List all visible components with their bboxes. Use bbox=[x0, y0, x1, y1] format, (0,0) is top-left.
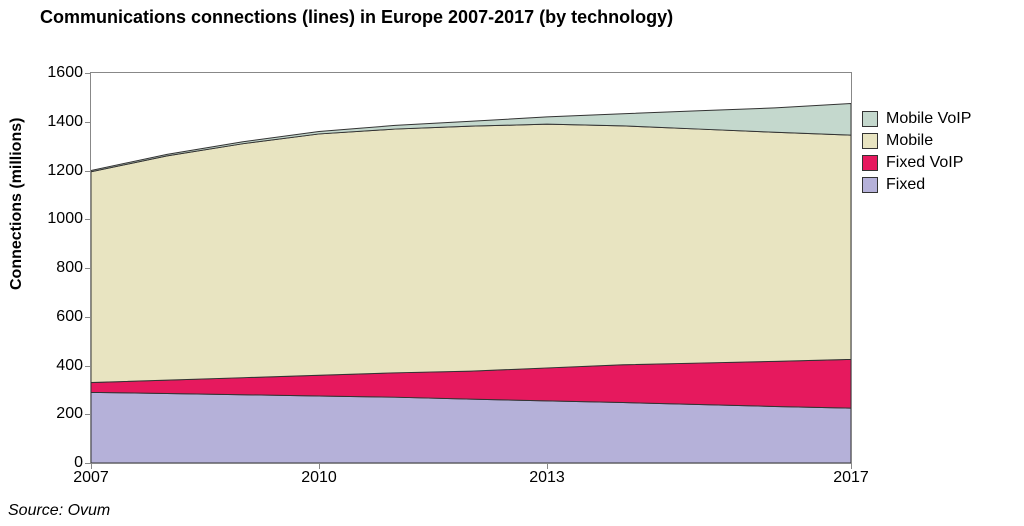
legend-item: Mobile VoIP bbox=[862, 110, 971, 128]
y-tick-label: 600 bbox=[56, 308, 83, 326]
chart-container: Communications connections (lines) in Eu… bbox=[0, 0, 1024, 526]
y-tick-mark bbox=[85, 171, 91, 172]
legend-label: Mobile bbox=[886, 132, 933, 150]
y-tick-label: 1000 bbox=[47, 210, 83, 228]
plot-area: 0200400600800100012001400160020072010201… bbox=[90, 72, 852, 464]
y-tick-label: 400 bbox=[56, 357, 83, 375]
y-tick-label: 1600 bbox=[47, 64, 83, 82]
legend-label: Fixed bbox=[886, 176, 925, 194]
x-tick-mark bbox=[547, 463, 548, 469]
y-axis-label: Connections (millions) bbox=[8, 118, 26, 290]
chart-title: Communications connections (lines) in Eu… bbox=[40, 6, 740, 29]
source-text: Source: Ovum bbox=[8, 502, 110, 520]
legend: Mobile VoIP Mobile Fixed VoIP Fixed bbox=[862, 110, 971, 198]
y-tick-mark bbox=[85, 219, 91, 220]
x-tick-label: 2017 bbox=[833, 469, 869, 487]
legend-label: Fixed VoIP bbox=[886, 154, 963, 172]
stacked-area-svg bbox=[91, 73, 851, 463]
legend-swatch bbox=[862, 177, 878, 193]
y-tick-mark bbox=[85, 317, 91, 318]
legend-item: Mobile bbox=[862, 132, 971, 150]
legend-swatch bbox=[862, 155, 878, 171]
legend-swatch bbox=[862, 133, 878, 149]
y-tick-mark bbox=[85, 122, 91, 123]
y-tick-mark bbox=[85, 414, 91, 415]
y-tick-label: 1400 bbox=[47, 113, 83, 131]
x-tick-mark bbox=[851, 463, 852, 469]
x-tick-label: 2010 bbox=[301, 469, 337, 487]
x-tick-label: 2007 bbox=[73, 469, 109, 487]
legend-item: Fixed bbox=[862, 176, 971, 194]
legend-label: Mobile VoIP bbox=[886, 110, 971, 128]
x-tick-mark bbox=[319, 463, 320, 469]
x-tick-mark bbox=[91, 463, 92, 469]
x-tick-label: 2013 bbox=[529, 469, 565, 487]
y-tick-mark bbox=[85, 366, 91, 367]
legend-item: Fixed VoIP bbox=[862, 154, 971, 172]
y-tick-mark bbox=[85, 73, 91, 74]
area-mobile bbox=[91, 124, 851, 382]
y-tick-label: 800 bbox=[56, 259, 83, 277]
legend-swatch bbox=[862, 111, 878, 127]
y-tick-label: 200 bbox=[56, 405, 83, 423]
y-tick-label: 1200 bbox=[47, 162, 83, 180]
y-tick-mark bbox=[85, 268, 91, 269]
